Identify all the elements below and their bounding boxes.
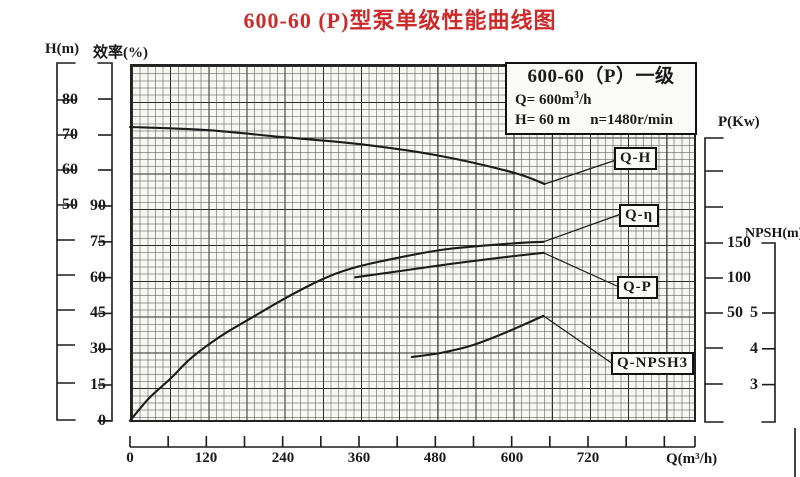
npsh-axis-tick-label-5: 5 xyxy=(750,304,758,321)
pump-model: 600-60（P）一级 xyxy=(527,66,675,87)
curve-label-q-h: Q-H xyxy=(614,147,658,170)
efficiency-axis-tick-label-75: 75 xyxy=(90,233,106,250)
rated-flow: Q= 600m3/h xyxy=(515,89,592,108)
x-axis-tick-label-480: 480 xyxy=(423,450,447,466)
x-axis-tick-label-720: 720 xyxy=(576,450,600,466)
p-axis-tick-label-50: 50 xyxy=(727,304,743,321)
x-axis-tick-label-0: 0 xyxy=(126,450,134,466)
x-axis-tick-label-120: 120 xyxy=(194,450,218,466)
x-axis-tick-label-240: 240 xyxy=(271,450,295,466)
npsh-axis-tick-label-3: 3 xyxy=(750,376,758,393)
efficiency-axis-tick-label-30: 30 xyxy=(90,340,106,357)
efficiency-axis-tick-label-0: 0 xyxy=(98,412,106,429)
efficiency-axis-tick-label-45: 45 xyxy=(90,304,106,321)
page-title: 600-60 (P)型泵单级性能曲线图 xyxy=(243,8,557,33)
h-axis-tick-label-60: 60 xyxy=(62,161,78,178)
x-axis-tick-label-360: 360 xyxy=(347,450,371,466)
npsh-axis-tick-label-4: 4 xyxy=(750,340,758,357)
p-axis xyxy=(704,137,724,423)
right-border-line xyxy=(794,428,796,477)
efficiency-axis-tick-label-15: 15 xyxy=(90,376,106,393)
efficiency-axis-tick-label-90: 90 xyxy=(90,197,106,214)
efficiency-axis-title: 效率(%) xyxy=(93,45,148,61)
p-axis-title: P(Kw) xyxy=(718,114,760,130)
h-axis-tick-label-80: 80 xyxy=(62,91,78,108)
rated-head-speed: H= 60 m n=1480r/min xyxy=(515,112,673,128)
curve-label-q-p: Q-P xyxy=(617,276,658,299)
x-axis-tick-label-600: 600 xyxy=(500,450,524,466)
curve-label-q-eta: Q-η xyxy=(619,204,660,227)
efficiency-axis-tick-label-60: 60 xyxy=(90,269,106,286)
npsh-axis-title: NPSH(m) xyxy=(745,226,800,241)
p-axis-tick-label-150: 150 xyxy=(727,234,751,251)
pump-info-box: 600-60（P）一级 Q= 600m3/h H= 60 m n=1480r/mi… xyxy=(505,62,697,135)
h-axis-title: H(m) xyxy=(45,41,80,57)
h-axis-tick-label-70: 70 xyxy=(62,126,78,143)
q-axis-title: Q(m³/h) xyxy=(666,451,718,467)
p-axis-tick-label-100: 100 xyxy=(727,269,751,286)
curve-label-q-npsh3: Q-NPSH3 xyxy=(611,352,695,375)
